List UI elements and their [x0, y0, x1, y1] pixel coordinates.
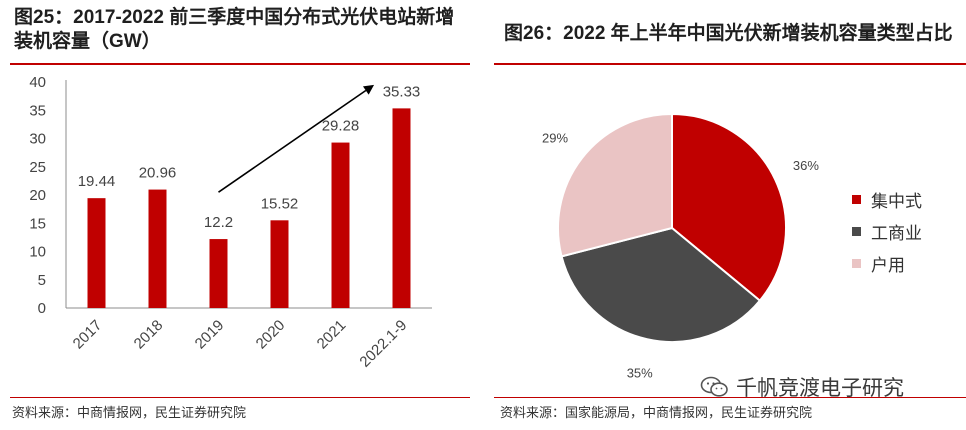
legend-item: 集中式 — [852, 183, 922, 215]
left-source-text: 资料来源：中商情报网，民生证券研究院 — [12, 405, 247, 420]
right-source-text: 资料来源：国家能源局，中商情报网，民生证券研究院 — [500, 405, 813, 420]
legend-swatch — [852, 194, 861, 204]
bar — [331, 142, 350, 308]
x-tick-label: 2017 — [70, 317, 106, 353]
pie-chart: 36% 35% 29% — [542, 112, 819, 380]
y-tick-label: 5 — [38, 272, 46, 289]
title-divider — [494, 63, 966, 65]
bar-value-label: 20.96 — [139, 165, 177, 182]
bar-chart: 0 5 10 15 20 25 30 35 40 19.44 2017 20.96 2018 12.2 20… — [29, 74, 432, 371]
y-tick-label: 10 — [29, 244, 46, 261]
legend-swatch — [852, 258, 861, 268]
legend-label: 户用 — [871, 255, 905, 275]
pie-value-label: 36% — [793, 158, 819, 173]
bar-value-label: 29.28 — [322, 118, 360, 135]
x-tick-label: 2020 — [253, 317, 289, 353]
y-tick-label: 40 — [29, 74, 46, 91]
pie-slice — [560, 226, 762, 343]
x-tick-label: 2018 — [131, 317, 167, 353]
watermark-text: 千帆竞渡电子研究 — [736, 377, 904, 400]
trend-arrow-line — [218, 89, 367, 193]
pie-slice — [671, 112, 787, 303]
bar-value-label: 19.44 — [78, 173, 116, 190]
bar — [87, 198, 106, 308]
bar — [209, 239, 228, 308]
x-tick-label: 2022.1-9 — [356, 317, 410, 371]
wechat-icon — [700, 376, 728, 397]
right-chart-panel: 图26：2022 年上半年中国光伏新增装机容量类型占比 36% 35% 29% 集中… — [494, 0, 966, 430]
legend-label: 工商业 — [871, 223, 922, 243]
legend-swatch — [852, 226, 861, 236]
bar-value-label: 12.2 — [204, 214, 233, 231]
source-divider — [494, 397, 966, 398]
y-tick-label: 20 — [29, 187, 46, 204]
left-chart-panel: 图25：2017-2022 前三季度中国分布式光伏电站新增装机容量（GW） 0 5… — [0, 0, 470, 430]
legend-item: 工商业 — [852, 215, 922, 247]
legend-label: 集中式 — [871, 191, 922, 211]
right-chart-title: 图26：2022 年上半年中国光伏新增装机容量类型占比 — [504, 23, 953, 44]
bar — [270, 220, 289, 308]
y-tick-label: 25 — [29, 159, 46, 176]
y-tick-label: 0 — [38, 300, 46, 317]
source-divider — [10, 397, 470, 398]
bar — [392, 108, 411, 308]
left-chart-title: 图25：2017-2022 前三季度中国分布式光伏电站新增装机容量（GW） — [14, 7, 455, 52]
trend-arrow-head — [362, 84, 375, 95]
x-tick-label: 2019 — [192, 317, 228, 353]
y-tick-label: 35 — [29, 102, 46, 119]
bar-value-label: 15.52 — [261, 195, 299, 212]
watermark: 千帆竞渡电子研究 — [700, 372, 904, 402]
legend-item: 户用 — [852, 247, 922, 279]
y-tick-label: 30 — [29, 131, 46, 148]
bar-value-label: 35.33 — [383, 83, 421, 100]
pie-value-label: 29% — [542, 130, 568, 145]
bar — [148, 189, 167, 308]
title-divider — [10, 63, 470, 65]
pie-slice — [557, 112, 673, 258]
pie-value-label: 35% — [627, 365, 653, 380]
y-tick-label: 15 — [29, 215, 46, 232]
pie-legend: 集中式 工商业 户用 — [852, 183, 922, 279]
x-tick-label: 2021 — [314, 317, 350, 353]
